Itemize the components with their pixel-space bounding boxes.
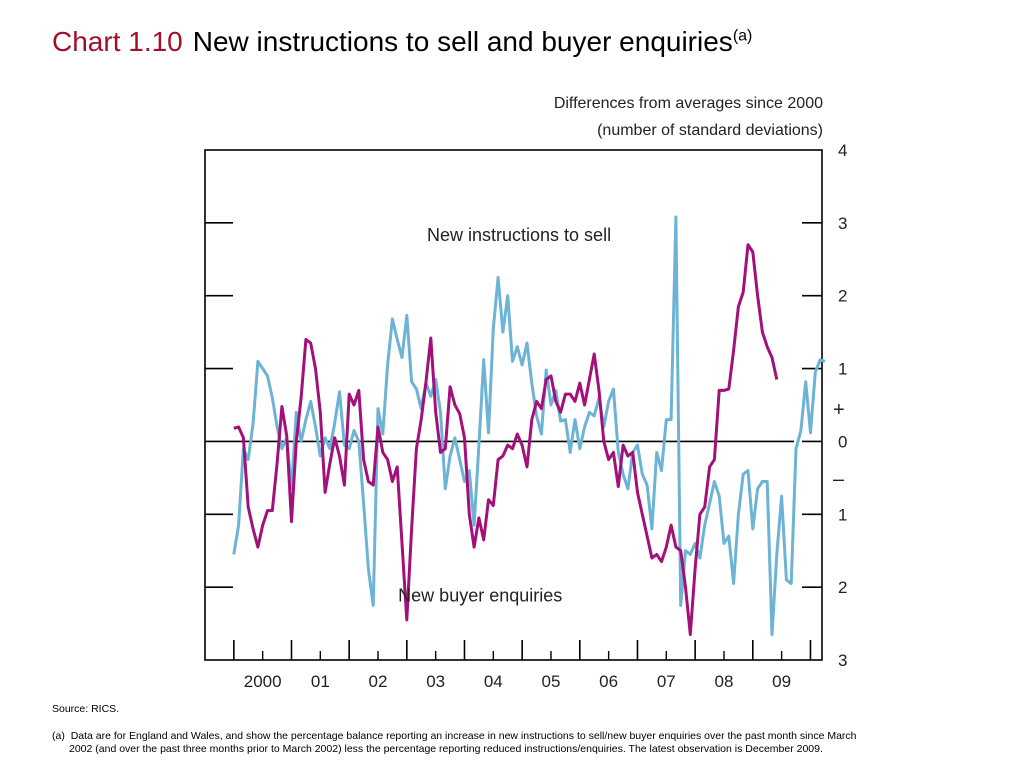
footnote-text-line1: Data are for England and Wales, and show…	[70, 730, 857, 742]
footnote-line1: (a) Data are for England and Wales, and …	[52, 730, 952, 743]
y-axis-label-line1: Differences from averages since 2000	[554, 95, 823, 112]
series-label-enquiries: New buyer enquiries	[398, 586, 562, 606]
series-label-instructions: New instructions to sell	[427, 225, 611, 245]
y-tick-label: 3	[838, 651, 847, 670]
y-tick-label: 2	[838, 578, 847, 597]
source-note: Source: RICS.	[52, 703, 120, 715]
y-tick-label: 1	[838, 505, 847, 524]
chart-title: Chart 1.10 New instructions to sell and b…	[52, 26, 752, 58]
plot-frame	[204, 149, 823, 661]
y-tick-label: 0	[838, 432, 847, 451]
negative-sign: –	[833, 468, 845, 490]
title-footnote-marker: (a)	[732, 27, 753, 45]
x-tick-label: 07	[657, 672, 676, 691]
chart-title-text: New instructions to sell and buyer enqui…	[192, 26, 733, 57]
footnote-marker: (a)	[52, 730, 65, 742]
y-tick-label: 4	[838, 141, 847, 160]
x-tick-label: 2000	[244, 672, 282, 691]
y-tick-label: 2	[838, 287, 847, 306]
x-tick-label: 09	[772, 672, 791, 691]
x-tick-label: 02	[369, 672, 388, 691]
x-tick-label: 06	[599, 672, 618, 691]
x-tick-label: 03	[426, 672, 445, 691]
x-tick-label: 08	[715, 672, 734, 691]
footnote: (a) Data are for England and Wales, and …	[52, 730, 952, 756]
series-line-instructions	[232, 215, 826, 636]
y-axis-label-line2: (number of standard deviations)	[597, 122, 823, 139]
x-tick-label: 04	[484, 672, 503, 691]
series-line-enquiries	[233, 243, 779, 636]
chart-number: Chart 1.10	[52, 26, 183, 57]
y-tick-label: 1	[838, 360, 847, 379]
x-tick-label: 01	[311, 672, 330, 691]
x-tick-label: 05	[542, 672, 561, 691]
footnote-line2: 2002 (and over the past three months pri…	[69, 743, 823, 755]
y-tick-label: 3	[838, 214, 847, 233]
positive-sign: +	[833, 399, 845, 421]
